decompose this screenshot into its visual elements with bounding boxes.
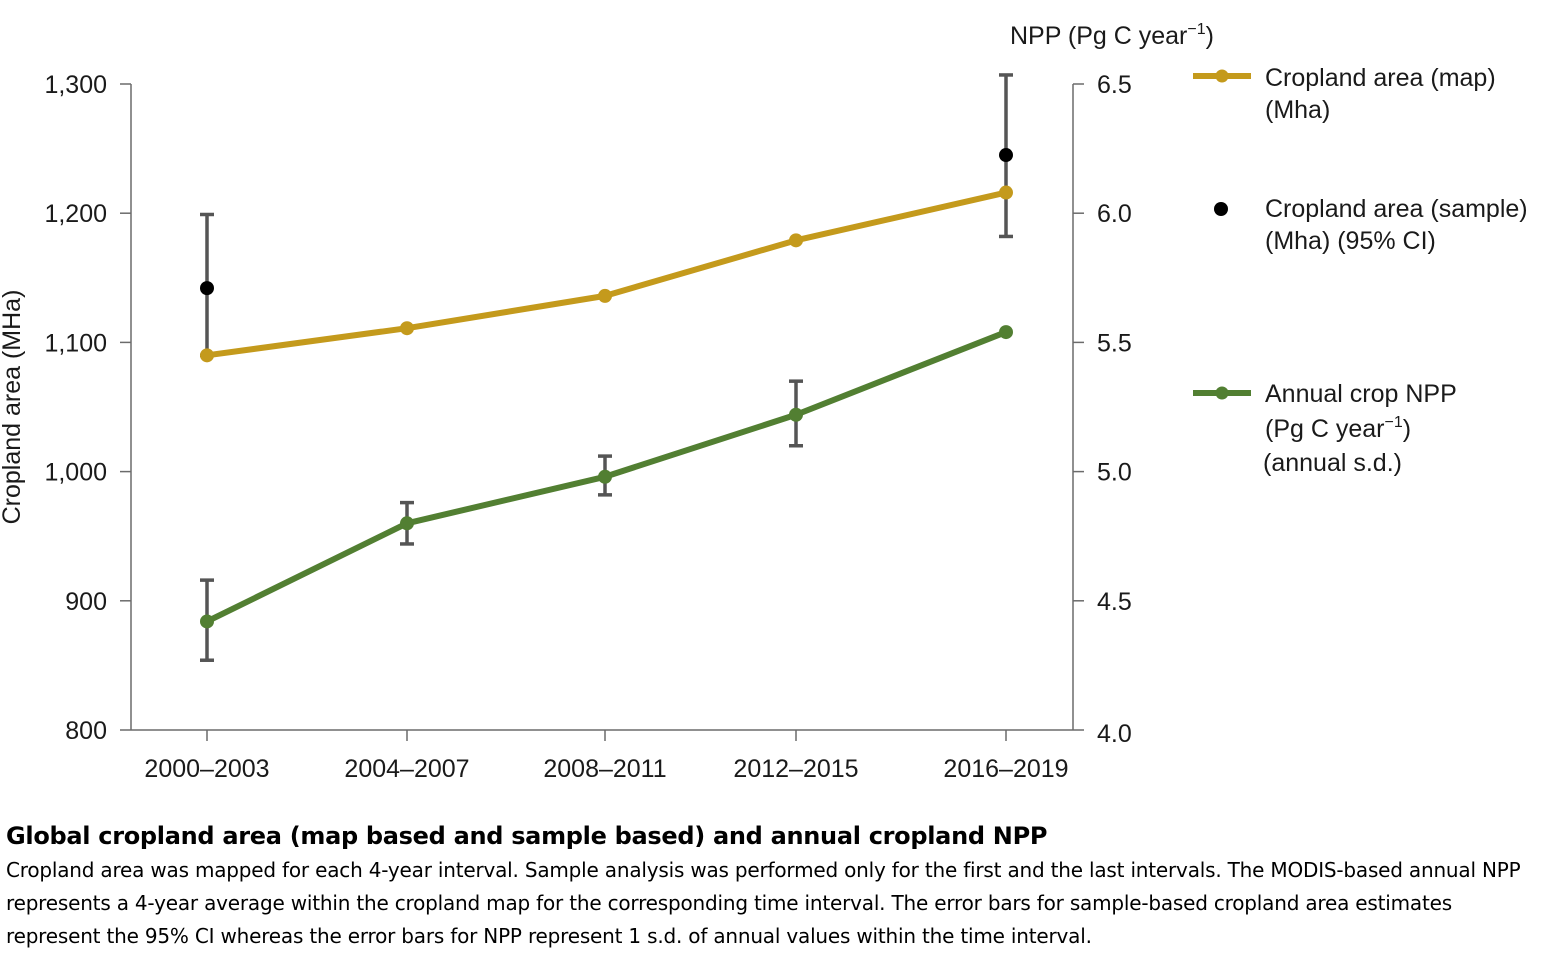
legend-label-npp-2: (Pg C year−1) — [1265, 414, 1411, 443]
figure-caption: Global cropland area (map based and samp… — [6, 822, 1542, 953]
legend-swatch-sample-marker — [1214, 202, 1228, 216]
caption-title: Global cropland area (map based and samp… — [6, 822, 1048, 850]
right-tick-label: 4.5 — [1097, 588, 1132, 616]
x-axis-ticks: 2000–2003 2004–2007 2008–2011 2012–2015 2016… — [144, 730, 1069, 783]
left-tick-label: 800 — [65, 717, 107, 745]
left-axis-ticks: 800 900 1,000 1,100 1,200 1,300 — [44, 71, 131, 745]
legend-swatch-npp-marker — [1215, 386, 1229, 400]
right-tick-label: 5.5 — [1097, 329, 1132, 357]
map-point — [789, 233, 803, 248]
map-point — [999, 185, 1013, 200]
left-tick-label: 1,000 — [44, 459, 107, 487]
left-tick-label: 900 — [65, 588, 107, 616]
map-point — [200, 348, 214, 363]
legend-item-map: Cropland area (map) (Mha) — [1193, 64, 1496, 124]
series-line-map — [206, 189, 1007, 359]
chart: 800 900 1,000 1,100 1,200 1,300 4.0 4.5 5.0 5.5 6… — [0, 21, 1528, 783]
x-tick-label: 2004–2007 — [344, 755, 469, 783]
left-tick-label: 1,200 — [44, 200, 107, 228]
right-axis-label: NPP (Pg C year−1) — [1010, 21, 1214, 50]
right-axis-ticks: 4.0 4.5 5.0 5.5 6.0 6.5 — [1073, 71, 1132, 748]
npp-point — [598, 469, 612, 484]
legend-label-npp-3: (annual s.d.) — [1263, 449, 1402, 477]
x-tick-label: 2000–2003 — [144, 755, 269, 783]
legend-label-map-1: Cropland area (map) — [1265, 64, 1496, 92]
axes — [130, 84, 1074, 731]
x-tick-label: 2016–2019 — [943, 755, 1068, 783]
caption-body: Cropland area was mapped for each 4-year… — [6, 858, 1521, 948]
legend-label-npp-1: Annual crop NPP — [1265, 380, 1457, 408]
legend-swatch-map-marker — [1215, 69, 1229, 83]
right-tick-label: 6.5 — [1097, 71, 1132, 99]
legend-label-map-2: (Mha) — [1265, 96, 1330, 124]
map-point — [400, 321, 414, 336]
legend-label-sample-2: (Mha) (95% CI) — [1265, 227, 1436, 255]
right-tick-label: 4.0 — [1097, 720, 1132, 748]
legend-label-sample-1: Cropland area (sample) — [1265, 195, 1528, 223]
map-point — [598, 288, 612, 303]
plot-area — [200, 73, 1013, 662]
right-axis-label-sup: −1 — [1187, 21, 1205, 38]
left-tick-label: 1,300 — [44, 71, 107, 99]
legend: Cropland area (map) (Mha) Cropland area … — [1193, 64, 1528, 477]
npp-point — [999, 325, 1013, 340]
legend-item-npp: Annual crop NPP (Pg C year−1) (annual s.… — [1193, 380, 1457, 477]
npp-point — [789, 407, 803, 422]
npp-point — [400, 516, 414, 531]
legend-item-sample: Cropland area (sample) (Mha) (95% CI) — [1214, 195, 1528, 255]
x-tick-label: 2012–2015 — [733, 755, 858, 783]
right-tick-label: 6.0 — [1097, 200, 1132, 228]
sample-point — [200, 281, 214, 296]
sample-point — [999, 148, 1013, 163]
left-tick-label: 1,100 — [44, 329, 107, 357]
npp-point — [200, 614, 214, 629]
right-tick-label: 5.0 — [1097, 459, 1132, 487]
left-axis-label: Cropland area (MHa) — [0, 290, 26, 525]
x-tick-label: 2008–2011 — [543, 755, 666, 783]
legend-label-npp-sup: −1 — [1384, 414, 1402, 431]
